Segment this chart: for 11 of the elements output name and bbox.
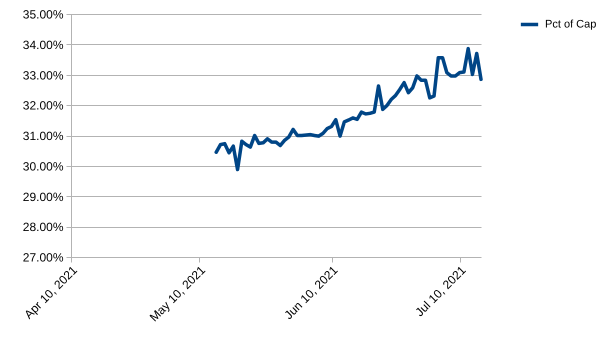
y-tick-label: 31.00%: [22, 129, 64, 143]
y-tick-label: 34.00%: [22, 38, 64, 52]
line-series: [214, 46, 483, 172]
y-tick-label: 27.00%: [22, 250, 64, 264]
y-tick-label: 28.00%: [22, 220, 64, 234]
y-tick-label: 32.00%: [22, 98, 64, 113]
y-tick-label: 29.00%: [22, 190, 64, 204]
y-tick-label: 30.00%: [22, 159, 64, 174]
y-tick-label: 35.00%: [22, 8, 64, 22]
legend-label: Pct of Cap: [545, 18, 596, 30]
y-tick-label: 33.00%: [22, 68, 64, 82]
